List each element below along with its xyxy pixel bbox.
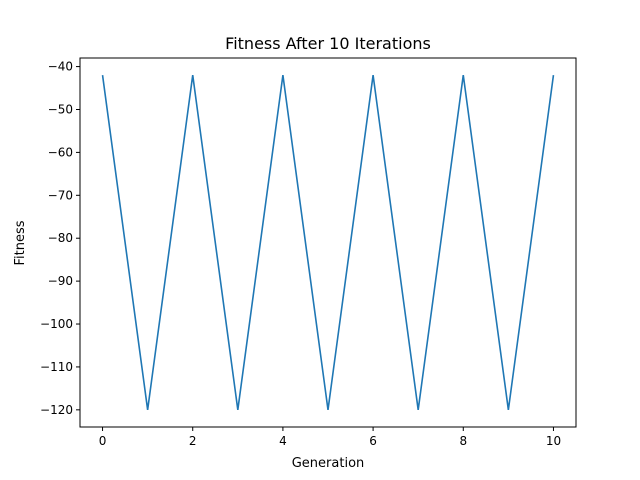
x-tick-label: 2: [189, 434, 197, 448]
y-tick-label: −90: [48, 274, 73, 288]
series-line: [101, 75, 555, 410]
x-axis-ticks: 0 2 4 6 8 10: [99, 427, 561, 448]
chart-title: Fitness After 10 Iterations: [225, 34, 431, 53]
y-tick-label: −50: [48, 102, 73, 116]
x-tick-label: 8: [459, 434, 467, 448]
x-tick-label: 4: [279, 434, 287, 448]
y-tick-label: −40: [48, 60, 73, 74]
x-tick-label: 10: [546, 434, 561, 448]
y-tick-label: −100: [40, 317, 73, 331]
series-group: [101, 75, 555, 410]
y-tick-label: −110: [40, 360, 73, 374]
x-tick-label: 0: [99, 434, 107, 448]
y-tick-label: −80: [48, 231, 73, 245]
x-axis-label: Generation: [292, 456, 365, 471]
y-tick-label: −70: [48, 188, 73, 202]
x-tick-label: 6: [369, 434, 377, 448]
y-tick-label: −120: [40, 403, 73, 417]
y-axis-ticks: −40 −50 −60 −70 −80 −90 −100 −110 −120: [40, 60, 80, 417]
y-axis-label: Fitness: [13, 220, 28, 265]
plot-frame: [79, 57, 577, 428]
y-tick-label: −60: [48, 145, 73, 159]
